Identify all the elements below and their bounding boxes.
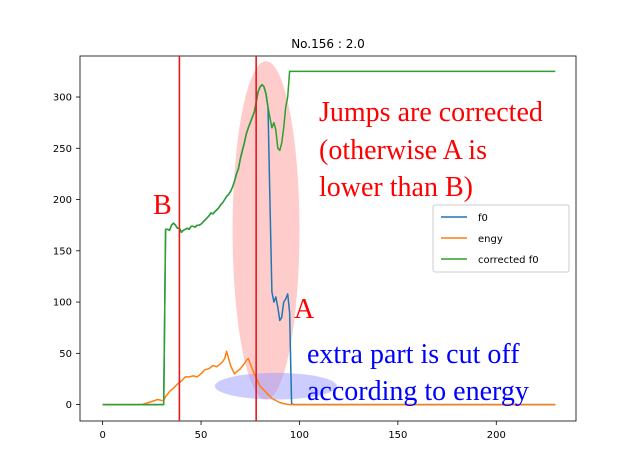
annotation-cut-line-2: according to energy (307, 376, 529, 407)
x-tick-label: 150 (388, 430, 407, 441)
x-axis: 0 50 100 150 200 (99, 421, 506, 441)
y-tick-label: 200 (53, 195, 72, 206)
y-tick-label: 300 (53, 93, 72, 104)
annotation-label-a: A (294, 294, 315, 325)
x-tick-label: 100 (290, 430, 309, 441)
highlight-ellipse-1 (232, 61, 300, 400)
y-axis: 0 50 100 150 200 250 300 (53, 93, 80, 411)
y-tick-label: 50 (59, 349, 72, 360)
annotation-jumps-line-1: Jumps are corrected (319, 97, 543, 128)
series-line-corrected-f0 (102, 70, 556, 406)
y-tick-label: 0 (66, 400, 72, 411)
x-tick-label: 0 (99, 430, 105, 441)
annotation-jumps: Jumps are corrected (otherwise A is lowe… (319, 97, 543, 203)
annotation-label-b: B (153, 190, 172, 221)
data-lines (102, 70, 556, 406)
legend-label-engy: engy (478, 234, 503, 245)
annotation-cut-line-1: extra part is cut off (307, 339, 520, 370)
legend-label-corrected-f0: corrected f0 (478, 255, 539, 266)
y-tick-label: 150 (53, 246, 72, 257)
vertical-markers (178, 56, 257, 421)
annotation-jumps-line-2: (otherwise A is (319, 135, 487, 166)
legend-label-f0: f0 (478, 213, 488, 224)
series-line-engy (102, 350, 556, 406)
x-tick-label: 50 (195, 430, 208, 441)
y-tick-label: 100 (53, 298, 72, 309)
chart-title: No.156 : 2.0 (291, 37, 365, 51)
annotation-cut: extra part is cut off according to energ… (307, 339, 529, 407)
legend: f0 engy corrected f0 (432, 204, 570, 273)
x-tick-label: 200 (487, 430, 506, 441)
highlight-ellipse-2 (214, 372, 337, 400)
y-tick-label: 250 (53, 144, 72, 155)
annotation-jumps-line-3: lower than B) (319, 172, 473, 203)
legend-box (432, 204, 570, 273)
